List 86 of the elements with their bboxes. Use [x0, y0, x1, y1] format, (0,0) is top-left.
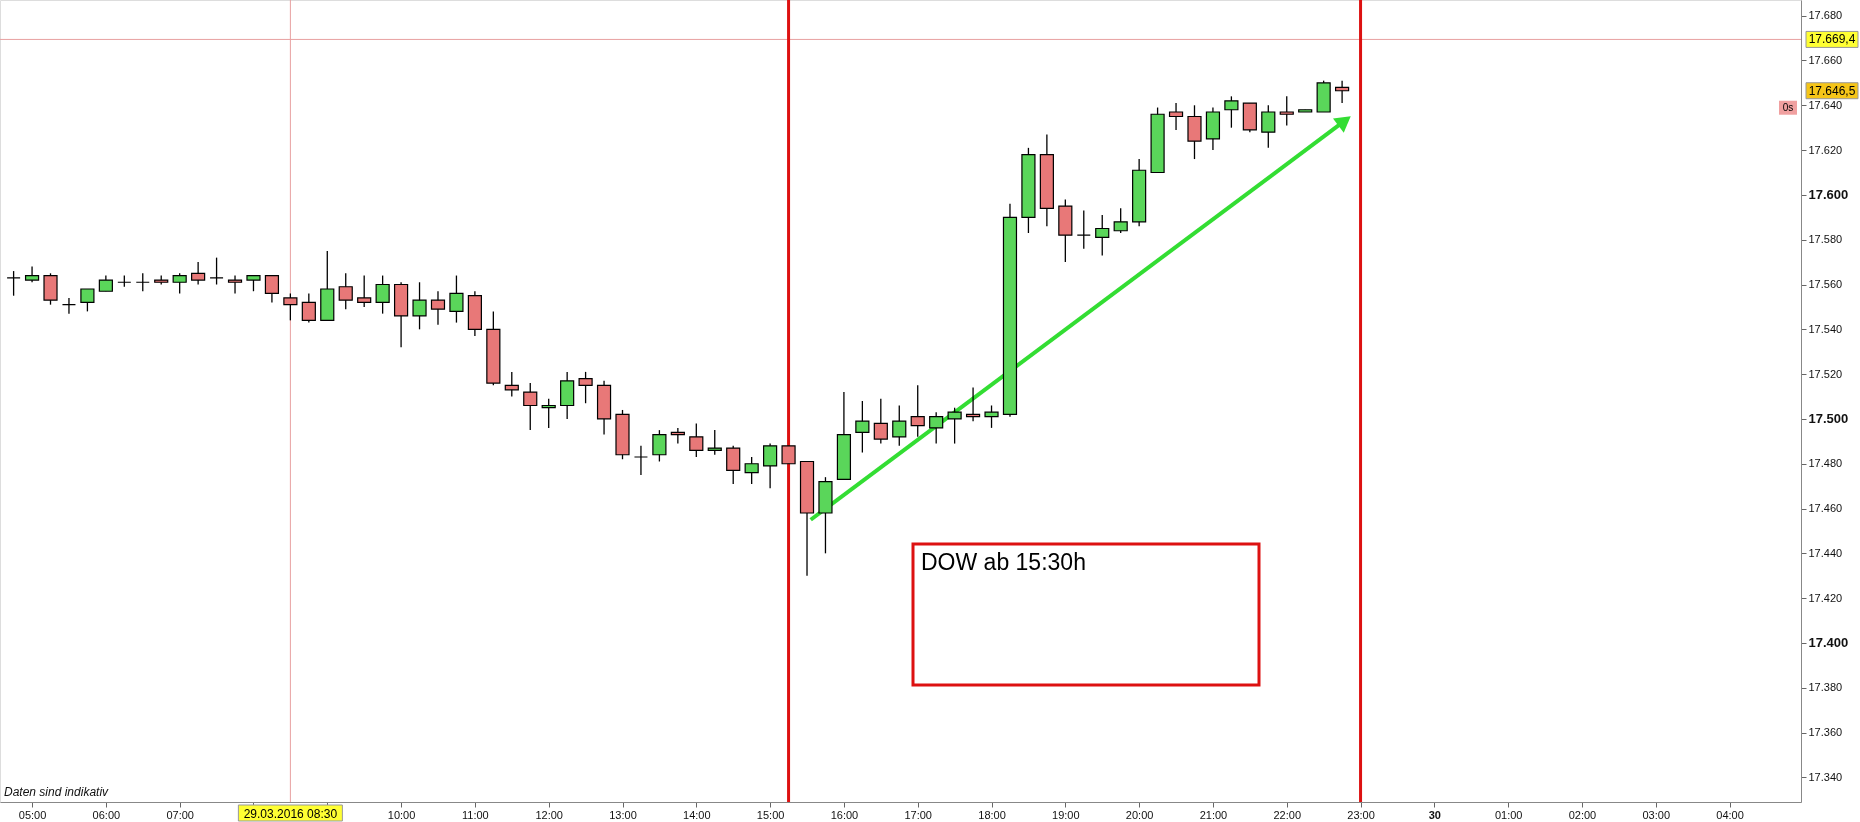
candlestick	[707, 429, 722, 456]
y-tick-label: 17.480	[1808, 457, 1843, 470]
x-tick-label: 02:00	[1568, 808, 1597, 821]
candlestick	[264, 274, 280, 304]
candlestick	[1076, 209, 1091, 250]
candlestick	[283, 292, 298, 321]
candlestick	[744, 456, 759, 485]
x-tick-label: 05:00	[18, 808, 47, 821]
y-tick-label: 17.600	[1808, 187, 1849, 203]
x-tick-label: 14:00	[683, 808, 711, 821]
x-tick-label: 04:00	[1716, 808, 1744, 821]
text: 17.646,5	[1808, 83, 1856, 98]
x-tick-label: 22:00	[1273, 808, 1302, 821]
x-tick-label: 01:00	[1494, 808, 1523, 821]
candlestick	[892, 404, 907, 447]
candlestick	[633, 445, 649, 476]
annotation: Daten sind indikativ	[4, 785, 110, 799]
y-tick-label: 17.420	[1808, 591, 1843, 604]
y-tick-label: 17.340	[1808, 770, 1843, 783]
candlestick	[873, 398, 888, 445]
x-tick-label: 20:00	[1125, 808, 1154, 821]
y-tick-label: 17.620	[1808, 143, 1843, 156]
candlestick	[763, 442, 778, 490]
candlestick	[430, 290, 446, 326]
ref-line-label: 29.03.2016 08:30	[243, 807, 338, 821]
candlestick	[726, 445, 741, 485]
candlestick	[172, 272, 187, 295]
candlestick	[910, 384, 925, 438]
annotation: DOW ab 15:30h	[921, 549, 1086, 575]
y-tick-label: 17.440	[1808, 546, 1843, 559]
candlestick	[1095, 214, 1110, 257]
x-tick-label: 03:00	[1642, 808, 1671, 821]
y-tick-label: 17.540	[1808, 322, 1843, 335]
x-tick-label: 10:00	[387, 808, 416, 821]
x-tick-label: 06:00	[92, 808, 121, 821]
y-tick-label: 17.660	[1808, 53, 1843, 66]
candlestick	[947, 407, 962, 445]
ref-line-label: 17.669,4	[1808, 32, 1856, 47]
candlestick	[1261, 104, 1276, 149]
candlestick	[1113, 207, 1128, 234]
y-tick-label: 17.360	[1808, 726, 1843, 739]
annotation: 0s	[1782, 101, 1794, 113]
candlestick	[375, 274, 390, 315]
x-tick-label: 15:00	[756, 808, 785, 821]
candlestick	[412, 281, 427, 330]
candlestick	[1224, 95, 1239, 129]
candlestick	[24, 265, 40, 283]
x-tick-label: 16:00	[830, 808, 859, 821]
candlestick	[578, 371, 593, 404]
x-tick-label: 19:00	[1052, 808, 1080, 821]
y-tick-label: 17.380	[1808, 681, 1843, 694]
candlestick	[61, 297, 77, 315]
y-tick-label: 17.680	[1808, 9, 1843, 22]
candlestick	[984, 404, 999, 429]
candlestick	[855, 400, 870, 454]
y-tick-label: 17.640	[1808, 98, 1843, 111]
y-tick-label: 17.500	[1808, 411, 1849, 427]
candlestick	[209, 256, 224, 286]
y-tick-label: 17.560	[1808, 278, 1843, 291]
x-tick-label: 07:00	[166, 808, 194, 821]
x-tick-label: 21:00	[1199, 808, 1228, 821]
candlestick	[1279, 95, 1294, 127]
x-tick-label: 17:00	[904, 808, 932, 821]
candlestick	[449, 274, 464, 324]
candlestick	[929, 411, 944, 445]
candlestick	[80, 288, 95, 313]
x-tick-label: 30	[1428, 808, 1441, 821]
candlestick	[301, 292, 316, 324]
candlestick	[6, 270, 21, 297]
candlestick	[523, 382, 538, 431]
candlestick	[338, 272, 353, 310]
y-tick-label: 17.580	[1808, 233, 1843, 246]
candlestick	[1168, 102, 1184, 131]
x-tick-label: 18:00	[978, 808, 1006, 821]
candlestick	[652, 429, 667, 463]
candlestick	[689, 422, 704, 458]
y-tick-label: 17.460	[1808, 502, 1843, 515]
candlestick	[227, 274, 243, 295]
candlestick	[357, 274, 372, 308]
x-tick-label: 11:00	[462, 808, 489, 821]
x-tick-label: 12:00	[535, 808, 563, 821]
y-tick-label: 17.520	[1808, 367, 1843, 380]
candlestick	[191, 261, 206, 286]
x-tick-label: 13:00	[609, 808, 637, 821]
y-tick-label: 17.400	[1808, 635, 1849, 651]
x-tick-label: 23:00	[1347, 808, 1375, 821]
